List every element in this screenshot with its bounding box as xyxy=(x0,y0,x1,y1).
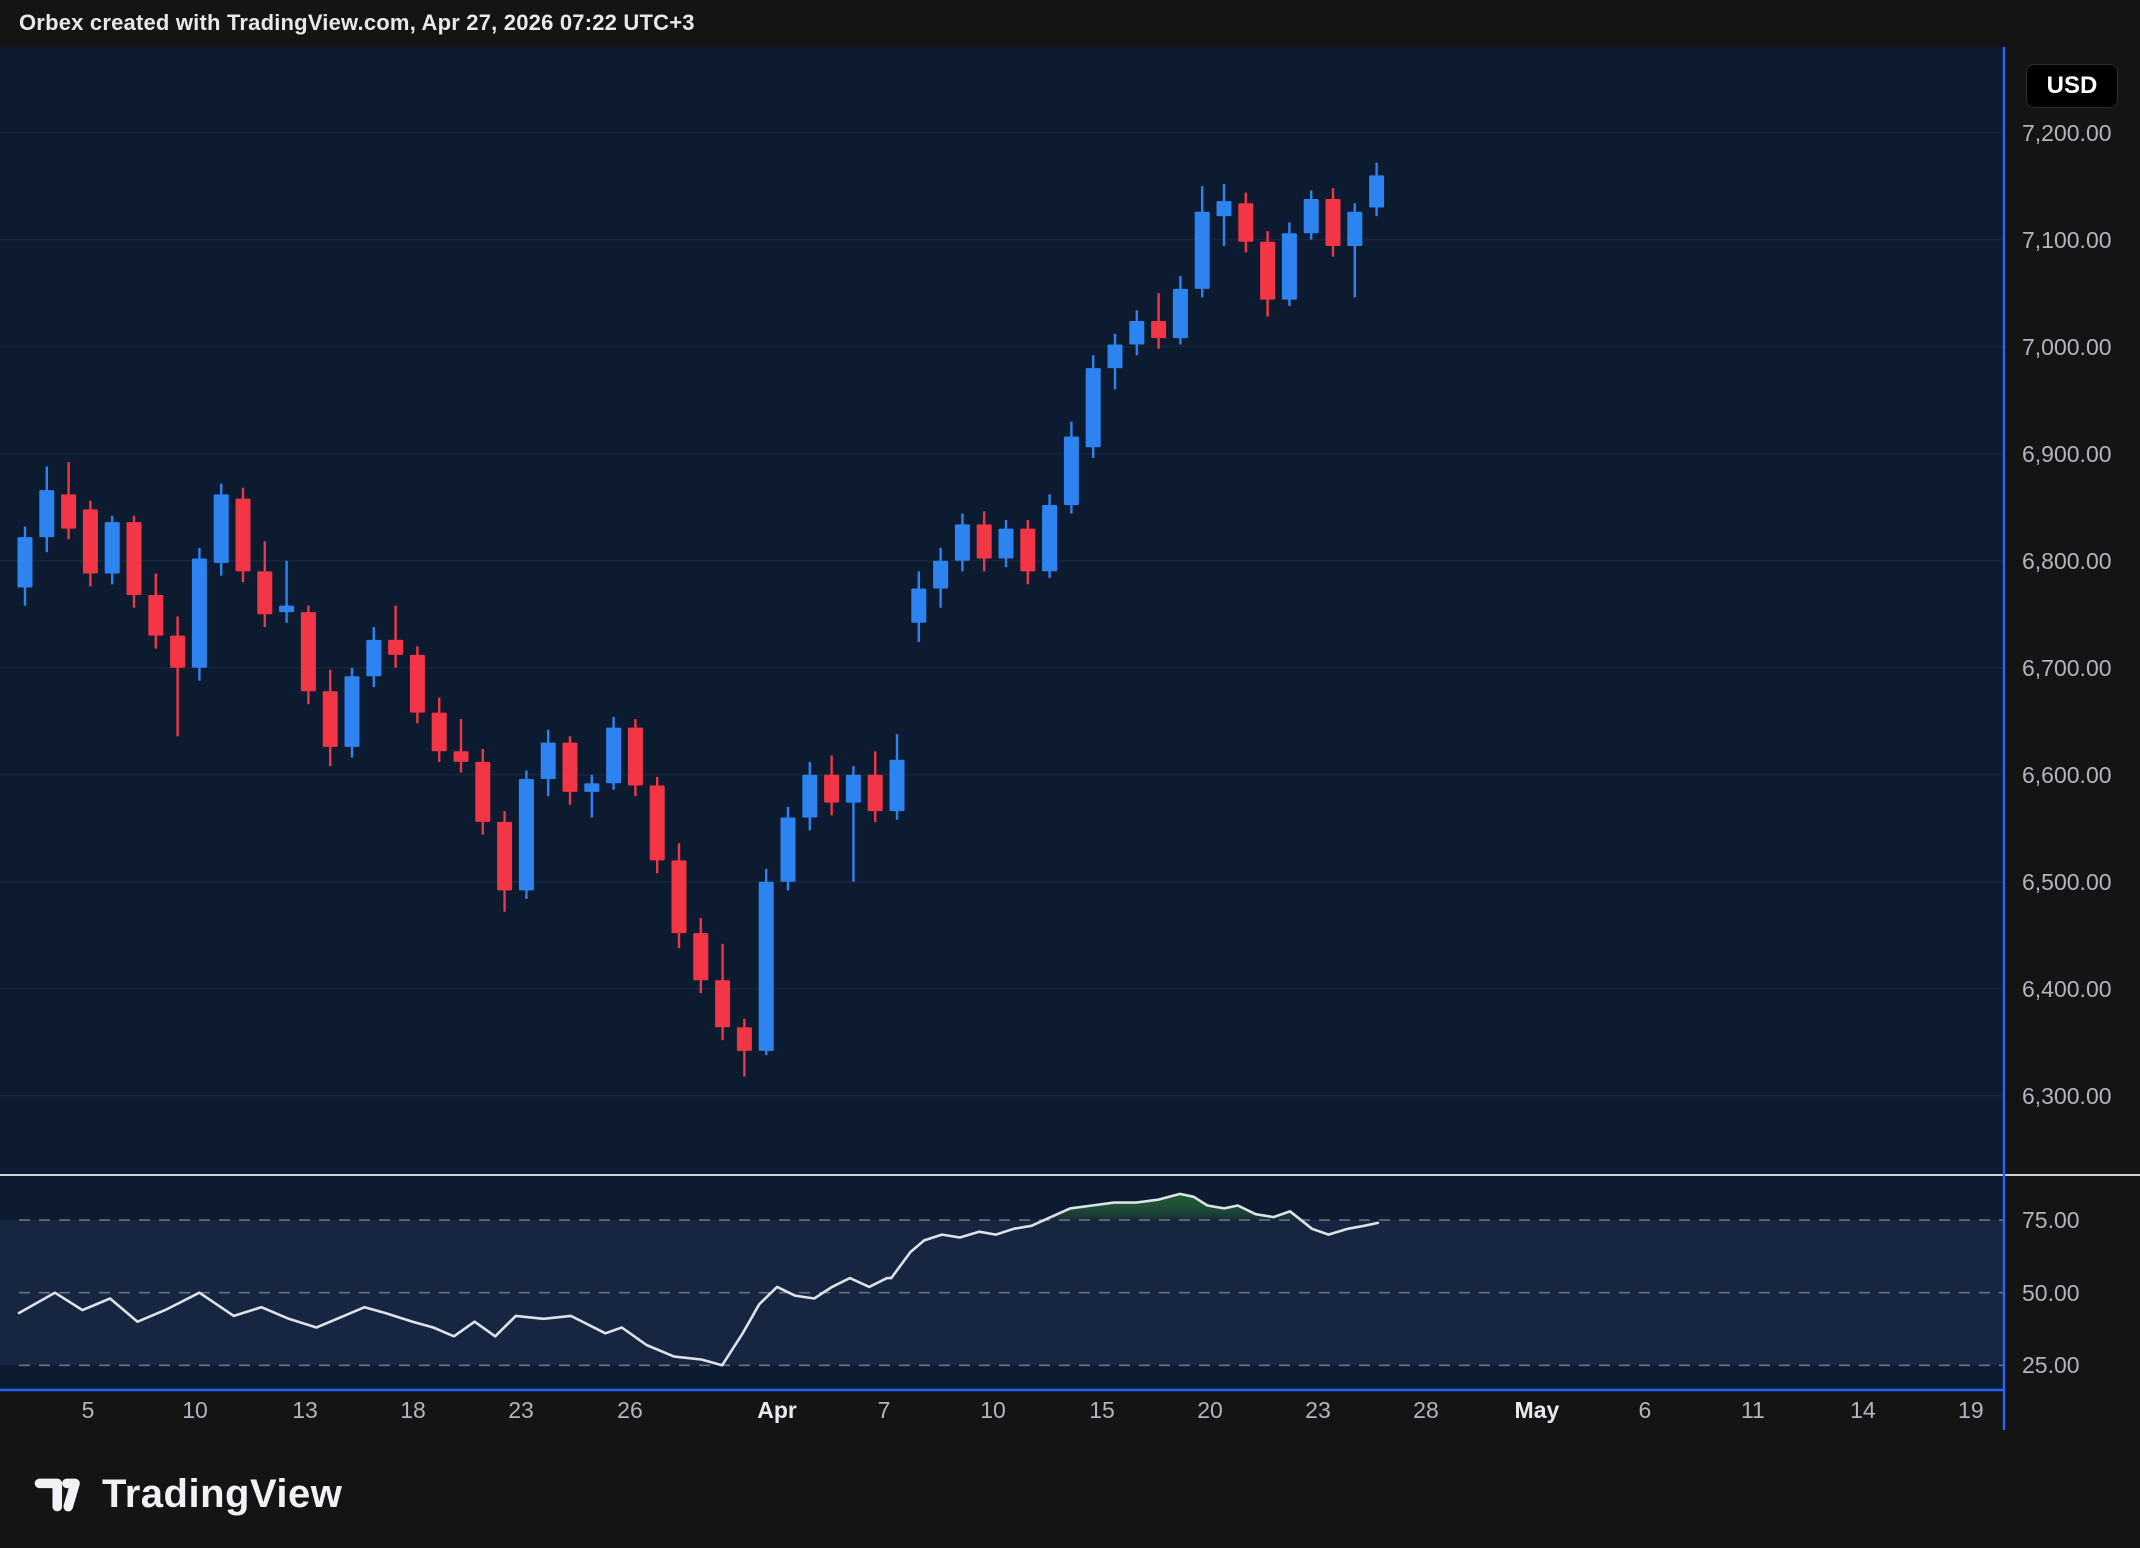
tradingview-wordmark: TradingView xyxy=(102,1472,343,1516)
price-axis-label: 6,900.00 xyxy=(2022,440,2112,467)
rsi-pane[interactable] xyxy=(0,1175,2004,1390)
rsi-line xyxy=(17,1192,1380,1367)
time-axis-label: 20 xyxy=(1197,1397,1223,1423)
price-axis-label: 6,500.00 xyxy=(2022,868,2112,895)
time-axis-label: 14 xyxy=(1850,1397,1876,1423)
time-axis-label: 6 xyxy=(1638,1397,1652,1423)
time-axis-label: 18 xyxy=(400,1397,426,1423)
rsi-level-lines xyxy=(19,1219,2004,1367)
chart-header: Orbex created with TradingView.com, Apr … xyxy=(0,0,2140,47)
rsi-axis-label: 50.00 xyxy=(2022,1279,2080,1306)
price-axis-label: 7,200.00 xyxy=(2022,119,2112,146)
currency-badge: USD xyxy=(2026,64,2118,108)
time-axis-label: 28 xyxy=(1413,1397,1439,1423)
time-axis-label: 19 xyxy=(1958,1397,1984,1423)
tradingview-logo[interactable]: TradingView xyxy=(34,1472,342,1517)
price-axis[interactable]: 7,200.00 7,100.00 7,000.00 6,900.00 6,800.00… xyxy=(2004,47,2140,1175)
price-axis-label: 6,600.00 xyxy=(2022,761,2112,788)
footer: TradingView xyxy=(0,1430,2140,1548)
time-axis-label: Apr xyxy=(757,1397,797,1423)
price-pane-bg xyxy=(0,47,2004,1175)
price-axis-label: 7,000.00 xyxy=(2022,333,2112,360)
price-axis-label: 6,700.00 xyxy=(2022,654,2112,681)
grid-lines xyxy=(0,131,2004,1097)
tradingview-logo-icon xyxy=(34,1478,80,1511)
price-axis-label: 6,800.00 xyxy=(2022,547,2112,574)
price-axis-label: 7,100.00 xyxy=(2022,226,2112,253)
time-axis-label: 15 xyxy=(1089,1397,1115,1423)
time-axis-label: May xyxy=(1514,1397,1560,1423)
time-axis[interactable]: 5 10 13 18 23 26 Apr 7 10 15 20 23 28 May 6 11 14 19 xyxy=(0,1391,2004,1431)
time-axis-label: 10 xyxy=(182,1397,208,1423)
time-axis-label: 26 xyxy=(617,1397,643,1423)
time-axis-label: 13 xyxy=(292,1397,318,1423)
time-axis-label: 10 xyxy=(980,1397,1006,1423)
rsi-overbought-fill xyxy=(1044,1193,1301,1220)
rsi-axis[interactable]: 75.00 50.00 25.00 xyxy=(2004,1175,2140,1390)
time-axis-label: 23 xyxy=(508,1397,534,1423)
time-axis-label: 7 xyxy=(877,1397,891,1423)
watermark-attribution: Orbex created with TradingView.com, Apr … xyxy=(19,10,695,35)
rsi-axis-label: 75.00 xyxy=(2022,1207,2080,1234)
price-axis-label: 6,300.00 xyxy=(2022,1082,2112,1109)
price-axis-label: 6,400.00 xyxy=(2022,975,2112,1002)
rsi-axis-label: 25.00 xyxy=(2022,1352,2080,1379)
time-axis-label: 23 xyxy=(1305,1397,1331,1423)
time-axis-label: 11 xyxy=(1740,1397,1765,1423)
rsi-pane-bg xyxy=(0,1175,2004,1390)
price-pane[interactable] xyxy=(0,47,2004,1175)
time-axis-label: 5 xyxy=(81,1397,95,1423)
candlestick-series xyxy=(17,162,1385,1077)
